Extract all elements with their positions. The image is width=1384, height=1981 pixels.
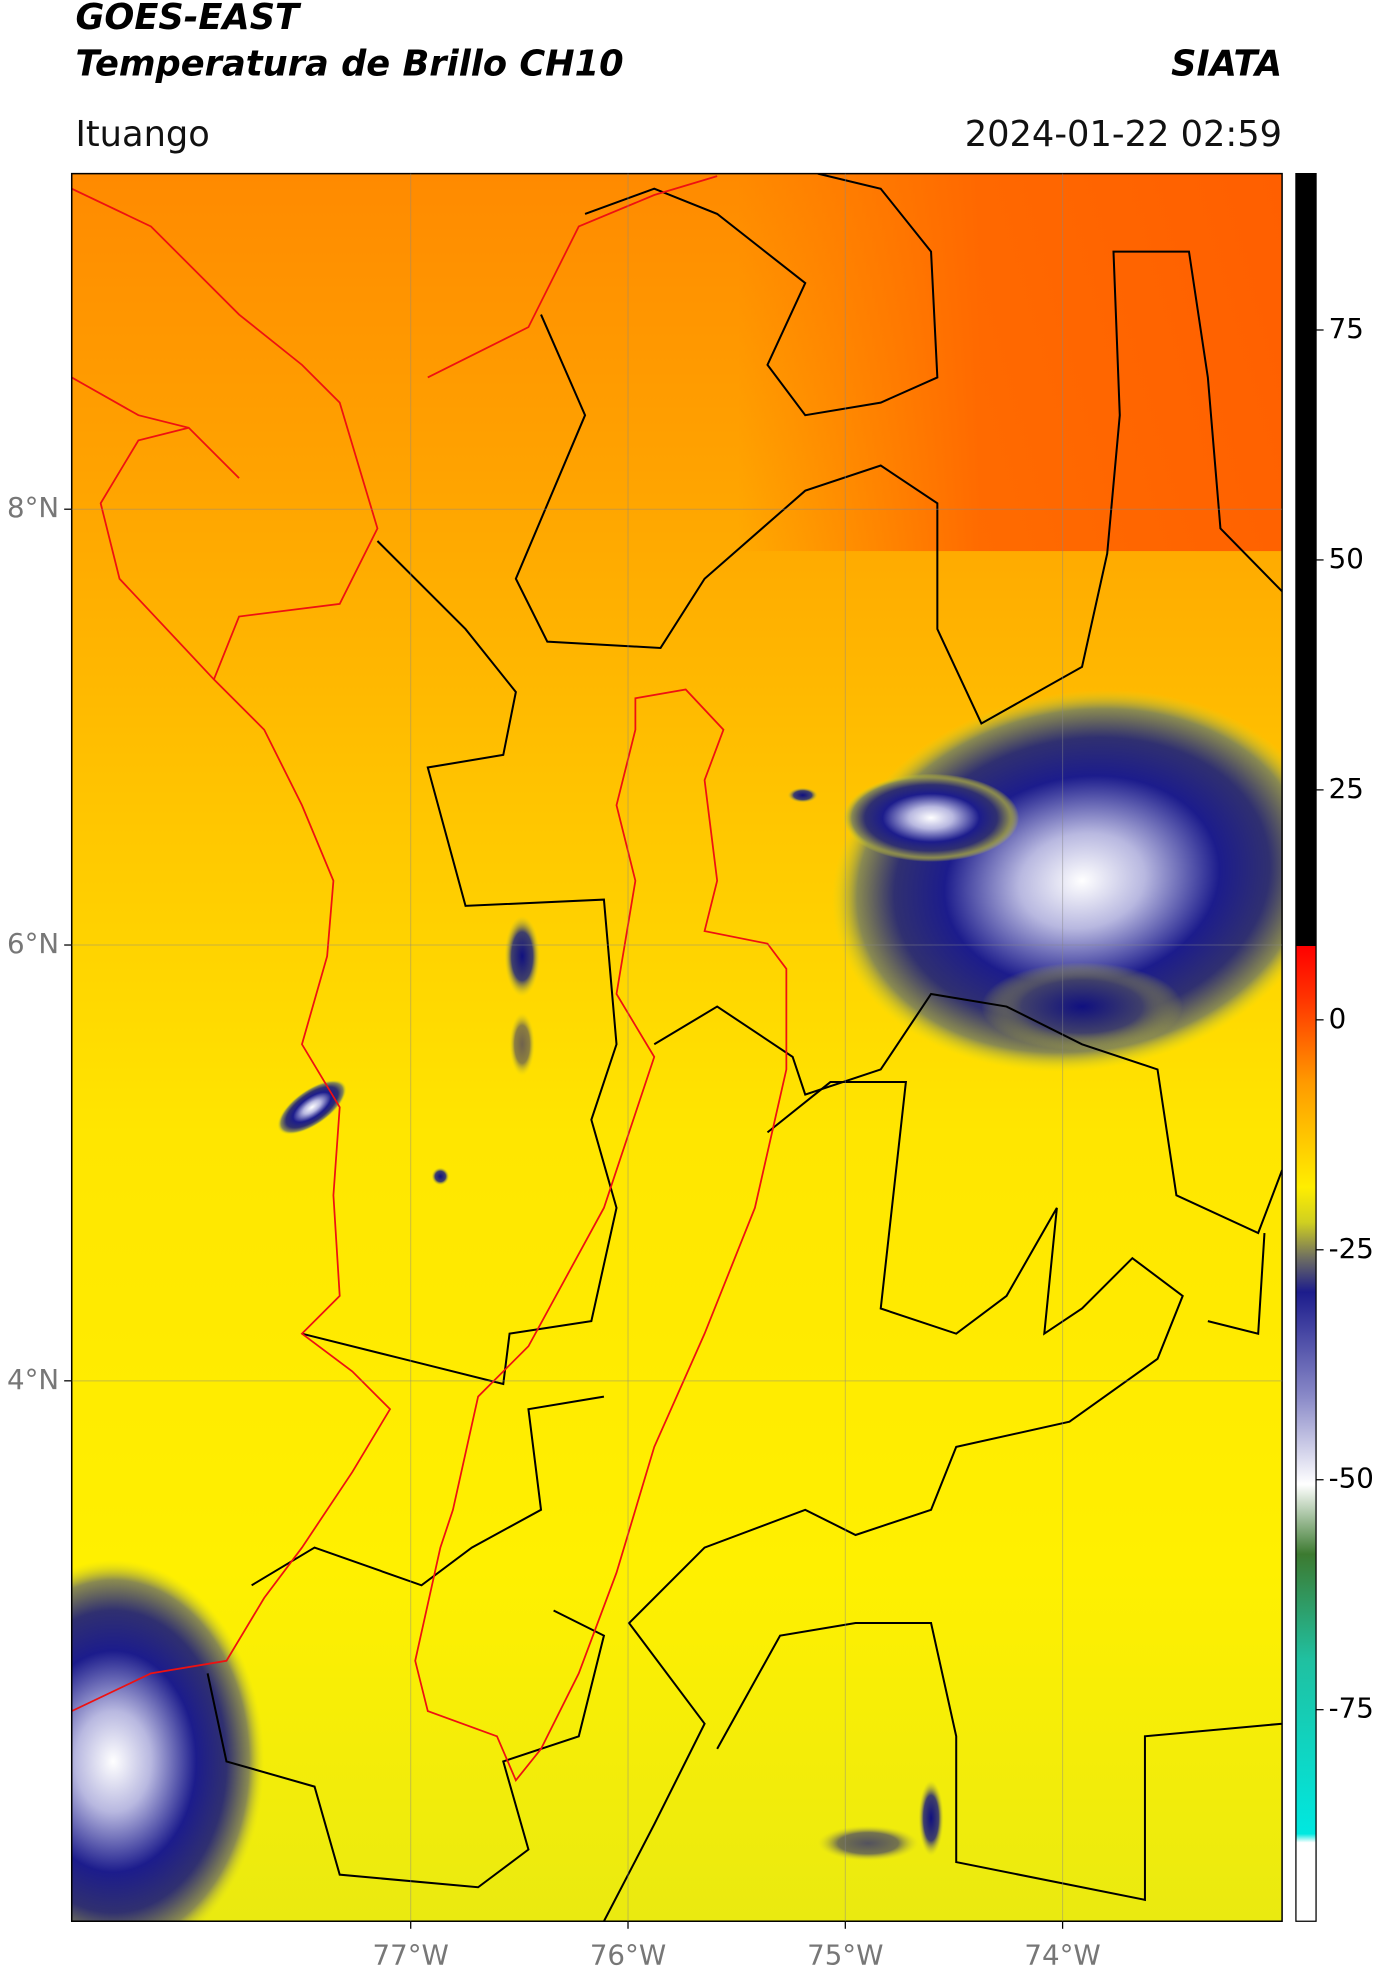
colorbar-tick-label: 25 bbox=[1329, 772, 1364, 805]
x-tick-label: 75°W bbox=[807, 1938, 883, 1971]
y-tick-label: 4°N bbox=[7, 1363, 59, 1396]
colorbar-tick-label: -25 bbox=[1329, 1232, 1374, 1265]
x-tick-label: 74°W bbox=[1024, 1938, 1100, 1971]
x-tick-label: 76°W bbox=[590, 1938, 666, 1971]
subtitle: Temperatura de Brillo CH10 bbox=[75, 43, 623, 84]
colorbar-tick-label: 75 bbox=[1329, 312, 1364, 345]
y-tick-label: 6°N bbox=[7, 927, 59, 960]
agency: SIATA bbox=[1171, 43, 1282, 84]
x-tick-label: 77°W bbox=[373, 1938, 449, 1971]
title: GOES-EAST bbox=[75, 0, 302, 38]
datetime: 2024-01-22 02:59 bbox=[965, 114, 1282, 155]
map-frame bbox=[70, 172, 1283, 1922]
y-tick-label: 8°N bbox=[7, 491, 59, 524]
colorbar-tick-label: 0 bbox=[1329, 1002, 1347, 1035]
colorbar-tick-label: -75 bbox=[1329, 1692, 1374, 1725]
location: Ituango bbox=[75, 114, 209, 155]
colorbar-tick-label: 50 bbox=[1329, 542, 1364, 575]
colorbar-tick-label: -50 bbox=[1329, 1462, 1374, 1495]
colorbar bbox=[1295, 172, 1317, 1922]
map-image bbox=[71, 173, 1283, 1922]
